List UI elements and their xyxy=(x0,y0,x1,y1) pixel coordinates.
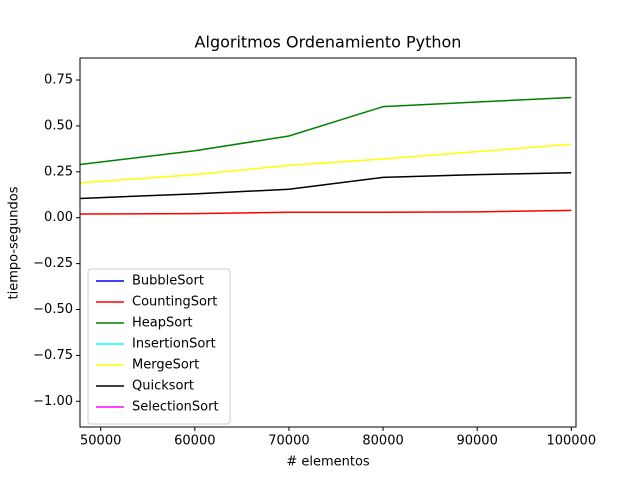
plot-frame xyxy=(79,57,577,428)
x-tick-label: 90000 xyxy=(456,434,497,449)
legend-label: HeapSort xyxy=(132,316,193,331)
y-tick-label: 0.25 xyxy=(44,164,73,179)
y-tick-label: −0.50 xyxy=(33,302,73,317)
y-tick-label: −1.00 xyxy=(33,394,73,409)
y-tick-label: 0.75 xyxy=(44,73,73,88)
legend-label: SelectionSort xyxy=(132,400,219,415)
legend-label: InsertionSort xyxy=(132,337,216,352)
x-tick-label: 100000 xyxy=(546,434,596,449)
x-axis-label: # elementos xyxy=(286,455,370,470)
x-tick-label: 80000 xyxy=(362,434,403,449)
legend-label: MergeSort xyxy=(132,358,199,373)
series-line xyxy=(80,171,572,200)
legend-label: BubbleSort xyxy=(132,274,204,289)
x-tick-label: 60000 xyxy=(174,434,215,449)
x-tick-label: 70000 xyxy=(268,434,309,449)
legend-label: Quicksort xyxy=(132,379,194,394)
chart-title: Algoritmos Ordenamiento Python xyxy=(195,33,462,52)
series-line xyxy=(80,96,572,166)
series-line xyxy=(80,209,572,215)
y-axis-label: tiempo-segundos xyxy=(7,186,22,299)
y-tick-label: 0.00 xyxy=(44,210,73,225)
y-tick-label: −0.75 xyxy=(33,348,73,363)
legend-label: CountingSort xyxy=(132,295,217,310)
y-tick-label: 0.50 xyxy=(44,118,73,133)
x-tick-label: 50000 xyxy=(80,434,121,449)
series-line xyxy=(80,143,572,184)
y-tick-label: −0.25 xyxy=(33,256,73,271)
